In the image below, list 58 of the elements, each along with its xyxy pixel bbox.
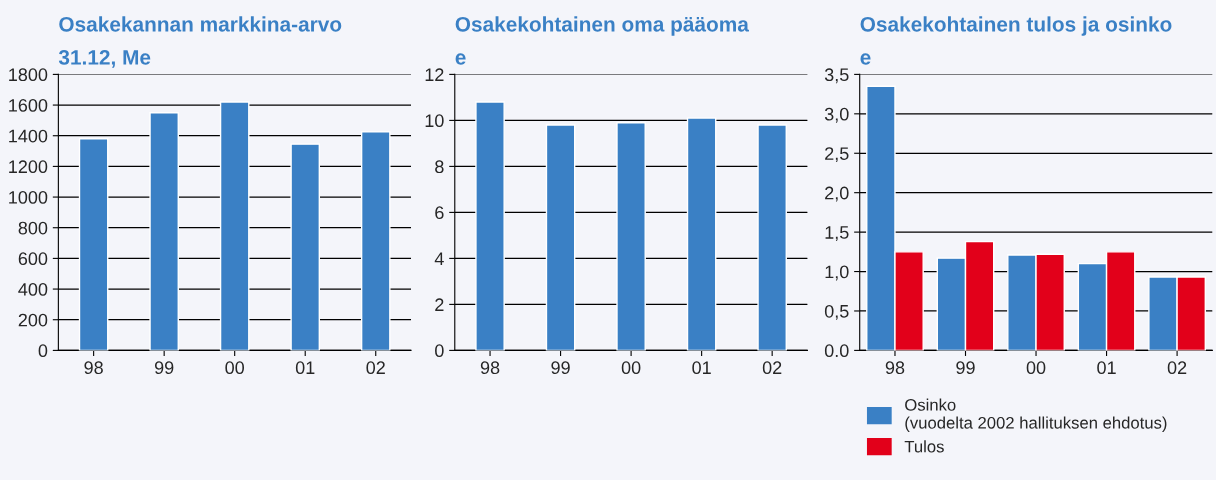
x-tick-label: 99 xyxy=(154,361,174,375)
y-tick-label: 6 xyxy=(435,206,444,220)
y-tick-label: 2,5 xyxy=(825,147,849,163)
chart-subtitle: 31.12, Me xyxy=(58,50,151,68)
x-tick-label: 01 xyxy=(1097,361,1116,375)
y-tick-label: 2 xyxy=(435,298,444,311)
y-tick-label: 1800 xyxy=(9,68,48,82)
bar xyxy=(219,101,250,351)
y-tick-label: 3,5 xyxy=(824,68,849,84)
bar xyxy=(290,143,321,351)
chart-title: Osakekohtainen oma pääoma xyxy=(455,16,749,36)
y-tick-label: 800 xyxy=(18,221,48,235)
x-tick-label: 99 xyxy=(551,361,570,375)
x-tick-label: 02 xyxy=(366,361,385,375)
y-tick-label: 0 xyxy=(38,344,48,358)
y-tick-label: 8 xyxy=(435,160,444,174)
bar xyxy=(360,131,391,351)
chart-subtitle: e xyxy=(455,53,466,65)
x-tick-label: 01 xyxy=(295,361,315,375)
y-tick-label: 1400 xyxy=(9,129,48,143)
x-tick-label: 02 xyxy=(762,361,782,375)
x-tick-label: 01 xyxy=(692,361,711,375)
y-tick-label: 200 xyxy=(18,313,48,327)
y-tick-label: 1,5 xyxy=(825,226,849,241)
y-tick-label: 1200 xyxy=(9,160,48,174)
bar xyxy=(686,117,717,351)
y-tick-label: 1000 xyxy=(9,191,48,204)
y-tick-label: 0 xyxy=(435,344,444,358)
x-tick-label: 98 xyxy=(480,361,500,375)
chart-title: Osakekohtainen tulos ja osinko xyxy=(860,16,1172,36)
bar xyxy=(616,122,646,351)
y-tick-label: 1600 xyxy=(9,99,48,112)
bar xyxy=(78,138,109,351)
y-tick-label: 0.0 xyxy=(824,344,849,358)
x-tick-label: 00 xyxy=(1026,361,1046,375)
x-tick-label: 02 xyxy=(1167,361,1187,375)
legend-label: Tulos xyxy=(904,440,944,453)
x-tick-label: 98 xyxy=(885,361,905,375)
legend-label: Osinko (vuodelta 2002 hallituksen ehdotus) xyxy=(905,398,1167,432)
y-tick-label: 400 xyxy=(18,283,48,296)
y-tick-label: 12 xyxy=(425,68,444,81)
bar xyxy=(757,124,787,351)
x-tick-label: 00 xyxy=(621,361,641,375)
y-tick-label: 600 xyxy=(18,252,48,266)
x-tick-label: 00 xyxy=(225,361,245,375)
y-tick-label: 4 xyxy=(434,252,444,265)
y-tick-label: 10 xyxy=(425,114,444,128)
x-tick-label: 99 xyxy=(956,361,975,375)
bar xyxy=(545,124,576,351)
y-tick-label: 2,0 xyxy=(825,186,849,202)
bar xyxy=(475,101,505,351)
y-tick-label: 1,0 xyxy=(825,265,849,281)
bar xyxy=(149,112,179,351)
chart-subtitle: e xyxy=(860,53,871,65)
chart-title: Osakekannan markkina-arvo xyxy=(59,16,342,32)
x-tick-label: 98 xyxy=(84,361,103,375)
y-tick-label: 3,0 xyxy=(824,107,849,123)
y-tick-label: 0,5 xyxy=(824,304,849,320)
